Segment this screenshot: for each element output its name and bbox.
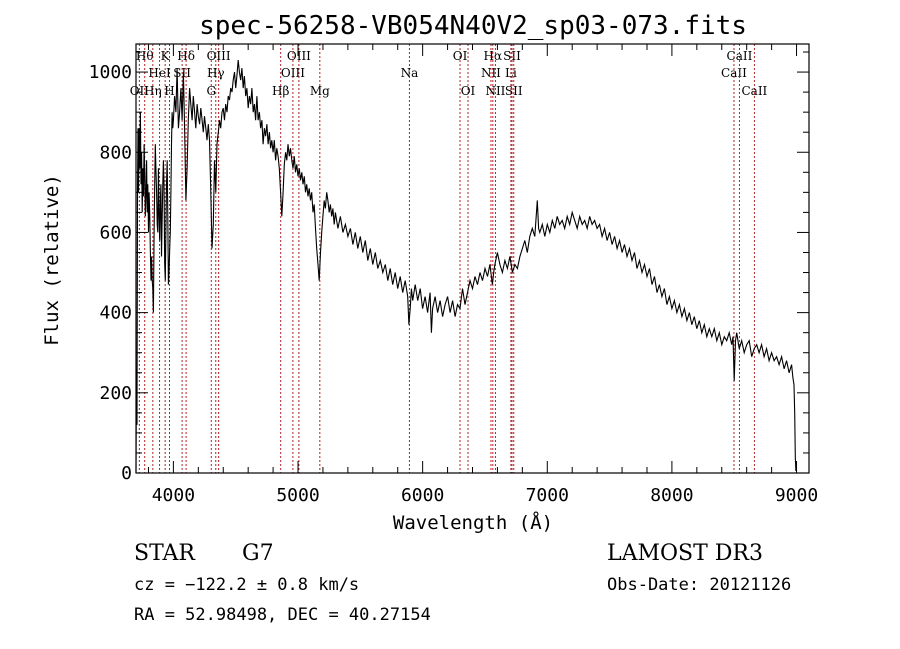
line-label: NII <box>485 84 505 98</box>
line-label: CaII <box>721 66 747 80</box>
y-tick-label: 600 <box>99 222 132 243</box>
y-tick-label: 0 <box>121 463 132 484</box>
coordinates: RA = 52.98498, DEC = 40.27154 <box>134 605 431 625</box>
plot-frame <box>135 43 810 474</box>
object-subclass: G7 <box>242 541 274 566</box>
x-tick-label: 9000 <box>775 485 818 506</box>
x-tick-label: 8000 <box>650 485 693 506</box>
y-tick-label: 400 <box>99 303 132 324</box>
line-label: CaII <box>727 49 753 63</box>
spectrum-series <box>135 59 797 474</box>
line-label: Mg <box>310 84 330 98</box>
y-axis-label: Flux (relative) <box>41 174 63 346</box>
obs-date: Obs-Date: 20121126 <box>607 575 791 595</box>
object-class: STAR <box>134 541 196 566</box>
line-label: Hθ <box>136 49 154 63</box>
spectral-line-markers: OII Hθ Hη HeI K H SII Hδ G Hγ OIII Hβ OIII OIII Mg Na OI… <box>130 44 768 473</box>
line-label: G <box>206 84 216 98</box>
line-label: OIII <box>287 49 311 63</box>
line-label: OI <box>461 84 476 98</box>
line-label: OI <box>453 49 468 63</box>
x-tick-label: 5000 <box>276 485 319 506</box>
line-label: Hγ <box>207 66 225 80</box>
y-tick-label: 800 <box>99 142 132 163</box>
x-tick-label: 7000 <box>526 485 569 506</box>
line-label: Hβ <box>272 84 289 98</box>
line-label: HeI <box>148 66 171 80</box>
line-label: Na <box>401 66 419 80</box>
line-label: H <box>164 84 174 98</box>
line-label: CaII <box>741 84 767 98</box>
line-label: OII <box>130 84 150 98</box>
line-label: Hα <box>484 49 503 63</box>
x-axis-label: Wavelength (Å) <box>393 511 553 534</box>
redshift-value: cz = −122.2 ± 0.8 km/s <box>134 575 359 595</box>
line-label: Li <box>505 66 517 80</box>
line-label: SII <box>503 49 521 63</box>
line-label: OIII <box>207 49 231 63</box>
line-label: SII <box>505 84 523 98</box>
survey-name: LAMOST DR3 <box>607 541 763 566</box>
line-label: Hη <box>144 84 162 98</box>
line-label: K <box>161 49 171 63</box>
line-label: OIII <box>281 66 305 80</box>
axis-ticks: 4000 5000 6000 7000 8000 9000 0 200 400 600 800 100… <box>89 44 818 506</box>
chart-title: spec-56258-VB054N40V2_sp03-073.fits <box>199 11 747 41</box>
x-tick-label: 6000 <box>401 485 444 506</box>
y-tick-label: 1000 <box>89 62 132 83</box>
y-tick-label: 200 <box>99 383 132 404</box>
line-label: SII <box>173 66 191 80</box>
line-label: NII <box>481 66 501 80</box>
x-tick-label: 4000 <box>152 485 195 506</box>
line-label: Hδ <box>177 49 195 63</box>
info-block: STAR G7 LAMOST DR3 cz = −122.2 ± 0.8 km/… <box>134 541 791 625</box>
